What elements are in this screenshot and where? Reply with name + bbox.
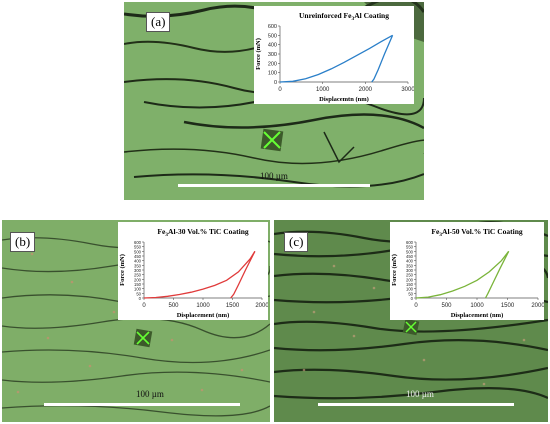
scale-bar-b	[44, 403, 240, 406]
loading-curve	[143, 250, 256, 299]
panel-a: (a) Unreinforced Fe3Al Coating 0 100 200 300…	[124, 2, 424, 200]
panel-b: (b) Fe3Al-30 Vol.% TiC Coating 0 50 100 150 2…	[2, 220, 270, 422]
x-axis-label: Displacemtn (nm)	[319, 96, 369, 103]
indent-mark-b	[133, 328, 153, 348]
panel-label-a: (a)	[146, 12, 171, 32]
y-axis-label: Force (mN)	[119, 254, 126, 286]
y-tick-label: 500	[268, 33, 277, 39]
x-tick-label: 1000	[196, 303, 210, 309]
y-tick-label: 200	[406, 277, 414, 282]
x-tick-label: 1000	[316, 87, 330, 93]
unloading-curve	[230, 251, 256, 299]
y-tick-label: 350	[406, 263, 414, 268]
y-tick-label: 450	[406, 254, 414, 259]
chart-inset-b: Fe3Al-30 Vol.% TiC Coating 0 50 100 150 200 25…	[118, 222, 268, 320]
x-axis-label: Displacement (nm)	[177, 312, 230, 319]
chart-title: Fe3Al-50 Vol.% TiC Coating	[431, 227, 522, 238]
chart-title: Unreinforced Fe3Al Coating	[299, 11, 389, 22]
y-tick-label: 50	[408, 291, 413, 296]
scale-bar-c	[318, 403, 514, 406]
x-tick-label: 500	[168, 303, 179, 309]
x-tick-label: 1500	[501, 303, 515, 309]
y-tick-label: 600	[406, 240, 414, 245]
chart-inset-a: Unreinforced Fe3Al Coating 0 100 200 300 400 5…	[254, 6, 414, 104]
chart-a: Unreinforced Fe3Al Coating 0 100 200 300 400 5…	[255, 11, 414, 103]
y-tick-label: 600	[134, 240, 142, 245]
x-tick-label: 2000	[255, 303, 268, 309]
scale-label-c: 100 µm	[406, 389, 434, 399]
scale-bar-a	[178, 184, 370, 187]
indent-mark-c	[402, 318, 420, 336]
y-tick-label: 500	[406, 249, 414, 254]
indent-mark-a	[260, 128, 284, 152]
y-tick-label: 300	[268, 52, 277, 58]
y-tick-label: 0	[139, 296, 142, 301]
x-tick-label: 2000	[531, 303, 544, 309]
x-axis-label: Displacement (nm)	[451, 312, 504, 319]
y-tick-label: 150	[406, 282, 414, 287]
x-tick-label: 0	[278, 87, 282, 93]
y-tick-label: 0	[411, 296, 414, 301]
x-tick-label: 3000	[401, 87, 414, 93]
y-tick-label: 250	[134, 273, 142, 278]
y-tick-label: 100	[268, 71, 277, 77]
y-tick-label: 600	[268, 24, 277, 30]
y-tick-label: 250	[406, 273, 414, 278]
y-tick-label: 50	[136, 291, 141, 296]
x-tick-label: 500	[441, 303, 452, 309]
y-tick-label: 550	[134, 245, 142, 250]
x-tick-label: 1500	[226, 303, 240, 309]
panel-c: (c) Fe3Al-50 Vol.% TiC Coating 0 50 100 150 2…	[274, 220, 548, 422]
chart-inset-c: Fe3Al-50 Vol.% TiC Coating 0 50 100 150 200 25…	[390, 222, 544, 320]
y-tick-label: 500	[134, 249, 142, 254]
x-tick-label: 0	[414, 303, 418, 309]
x-tick-label: 0	[142, 303, 146, 309]
loading-curve	[415, 250, 510, 299]
loading-curve	[279, 34, 393, 83]
y-tick-label: 400	[134, 259, 142, 264]
panel-label-b: (b)	[10, 232, 36, 252]
chart-c: Fe3Al-50 Vol.% TiC Coating05010015020025…	[391, 227, 544, 319]
y-tick-label: 350	[134, 263, 142, 268]
y-tick-label: 400	[268, 43, 277, 49]
y-tick-label: 0	[274, 80, 277, 86]
y-tick-label: 150	[134, 282, 142, 287]
y-tick-label: 100	[134, 287, 142, 292]
scale-label-a: 100 µm	[260, 171, 288, 181]
y-tick-label: 400	[406, 259, 414, 264]
chart-b: Fe3Al-30 Vol.% TiC Coating05010015020025…	[119, 227, 268, 319]
y-tick-label: 200	[268, 61, 277, 67]
unloading-curve	[371, 35, 394, 83]
y-tick-label: 100	[406, 287, 414, 292]
scale-label-b: 100 µm	[136, 389, 164, 399]
y-axis-label: Force (mN)	[255, 38, 262, 70]
y-tick-label: 200	[134, 277, 142, 282]
x-tick-label: 2000	[359, 87, 373, 93]
unloading-curve	[484, 251, 510, 299]
y-tick-label: 550	[406, 245, 414, 250]
y-tick-label: 450	[134, 254, 142, 259]
y-tick-label: 300	[134, 268, 142, 273]
x-tick-label: 1000	[470, 303, 484, 309]
y-axis-label: Force (mN)	[391, 254, 398, 286]
panel-label-c: (c)	[284, 232, 309, 252]
y-tick-label: 300	[406, 268, 414, 273]
chart-title: Fe3Al-30 Vol.% TiC Coating	[157, 227, 248, 238]
